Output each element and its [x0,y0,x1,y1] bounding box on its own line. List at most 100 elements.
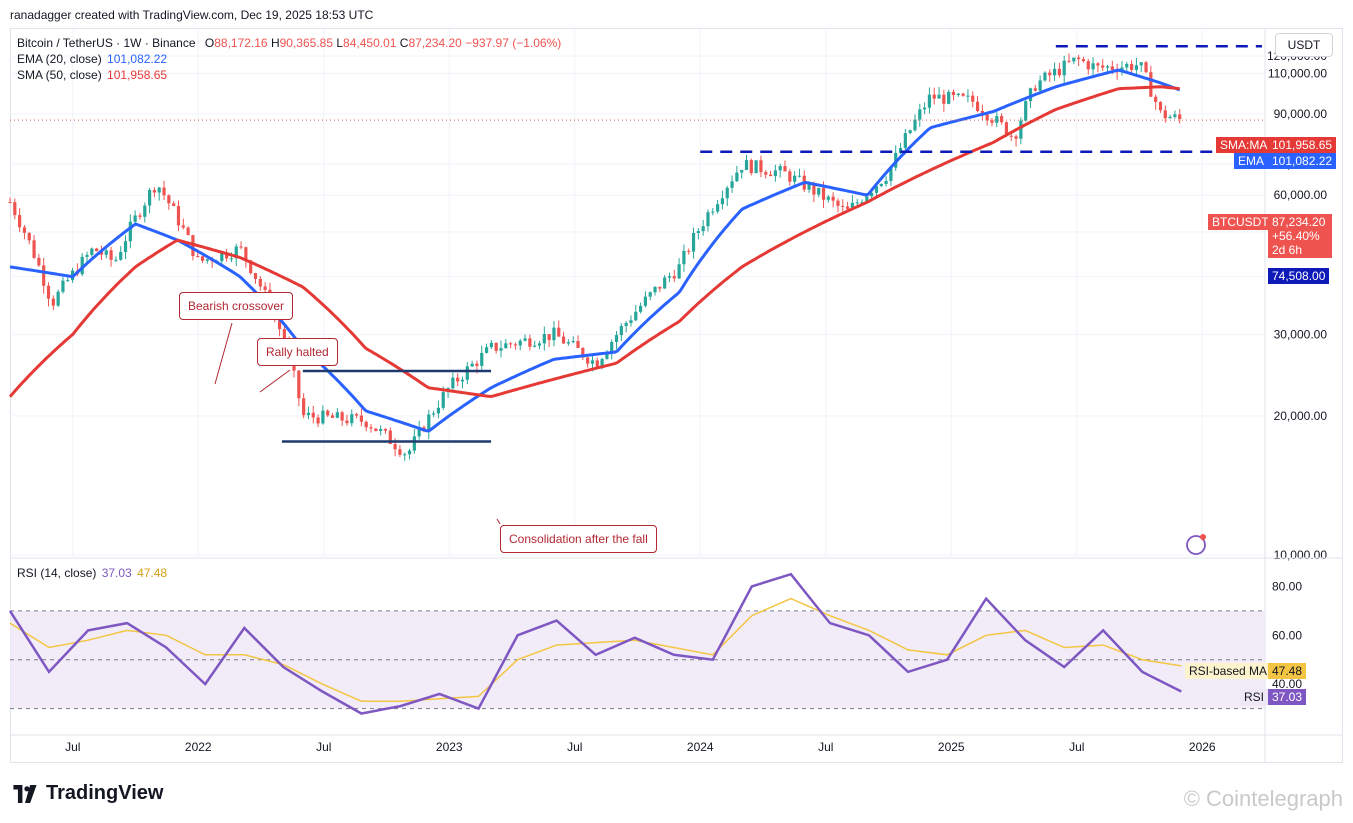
candle-body [1072,57,1076,62]
price-tick-label: 110,000.00 [1268,67,1327,81]
candle-body [465,366,469,380]
sma-legend[interactable]: SMA (50, close) 101,958.65 [17,68,167,82]
candle-body [552,327,556,341]
candle-body [258,278,262,287]
candle-body [374,428,378,432]
candle-body [27,232,31,241]
candle-body [908,130,912,134]
candles-group [8,53,1182,461]
candle-body [432,413,436,415]
candle-body [441,392,445,408]
candle-body [1048,72,1052,76]
candle-body [157,187,161,193]
candle-body [1178,114,1182,120]
candle-body [961,93,965,96]
currency-selector[interactable]: USDT [1275,33,1333,57]
candle-body [716,204,720,212]
rsi-tick-label: 60.00 [1272,628,1302,642]
rsi-ma-tag: RSI-based MA [1185,663,1272,679]
candle-body [1129,63,1134,70]
candle-body [302,398,306,416]
candle-body [1139,62,1143,66]
candle-body [234,246,238,259]
annotation-bearish-crossover[interactable]: Bearish crossover [179,292,294,320]
candle-body [1173,114,1177,117]
open-label: O [204,36,215,50]
symbol-label[interactable]: Bitcoin / TetherUS · 1W · Binance [17,36,196,50]
rsi-legend[interactable]: RSI (14, close) 37.03 47.48 [17,566,167,580]
candle-body [1154,96,1158,102]
candle-body [1014,136,1018,139]
annotation-consolidation[interactable]: Consolidation after the fall [500,525,657,553]
candle-body [393,443,397,450]
rsi-tick-label: 80.00 [1272,579,1302,593]
candle-body [480,352,484,366]
candle-body [711,211,715,213]
candle-body [1000,116,1004,123]
candle-body [46,285,51,299]
candle-body [903,133,907,148]
candle-body [590,360,595,364]
candle-body [369,427,373,429]
candle-body [407,450,412,455]
candle-body [1105,66,1110,68]
price-badge-value: 87,234.20 [1272,215,1326,229]
candle-body [624,323,628,327]
candle-body [383,428,388,431]
candle-body [172,203,176,206]
candle-body [513,344,518,346]
candle-body [1024,101,1028,121]
tradingview-logo[interactable]: TradingView [12,782,163,805]
candle-body [99,251,104,255]
candle-body [773,170,777,177]
candle-body [398,449,402,455]
rsi-ma-badge: 47.48 [1268,663,1307,679]
author-line: ranadagger created with TradingView.com,… [10,8,374,22]
candle-body [947,91,951,104]
candle-body [66,280,70,282]
candle-body [109,250,113,260]
candle-body [205,259,209,261]
candle-body [629,320,633,324]
candle-body [13,202,17,216]
price-badge-tag: BTCUSDT [1208,214,1273,230]
candle-body [610,341,614,353]
candle-body [966,95,970,97]
candle-body [1009,135,1013,137]
candle-body [923,107,927,110]
candle-body [147,190,152,206]
candle-body [1028,88,1033,102]
rsi-tag: RSI [1240,689,1269,705]
candle-body [561,336,566,344]
tradingview-logo-icon [13,784,37,803]
candle-body [239,246,243,248]
candle-body [720,198,725,205]
candle-body [32,240,36,258]
rsi-label: RSI (14, close) [17,566,97,580]
candle-body [167,195,171,204]
candle-body [672,276,676,279]
candle-body [889,167,893,181]
ema-legend[interactable]: EMA (20, close) 101,082.22 [17,52,167,66]
annotation-rally-halted[interactable]: Rally halted [257,338,338,366]
candle-body [735,172,739,182]
candle-body [1052,68,1057,76]
candle-body [499,348,503,351]
candle-body [995,116,999,123]
sma-badge-value: 101,958.65 [1268,137,1337,153]
candle-body [841,205,845,207]
candle-body [104,250,108,255]
candle-body [80,256,84,275]
price-tick-label: 90,000.00 [1274,107,1328,121]
time-tick-label: 2023 [436,740,463,754]
candle-body [200,256,205,261]
annotation-rally-pointer [259,369,291,393]
candle-body [1067,60,1071,62]
candle-body [706,212,710,227]
candle-body [754,160,758,174]
candle-body [253,273,258,279]
candle-body [1101,65,1105,68]
time-tick-label: Jul [818,740,833,754]
candle-body [1081,59,1086,62]
